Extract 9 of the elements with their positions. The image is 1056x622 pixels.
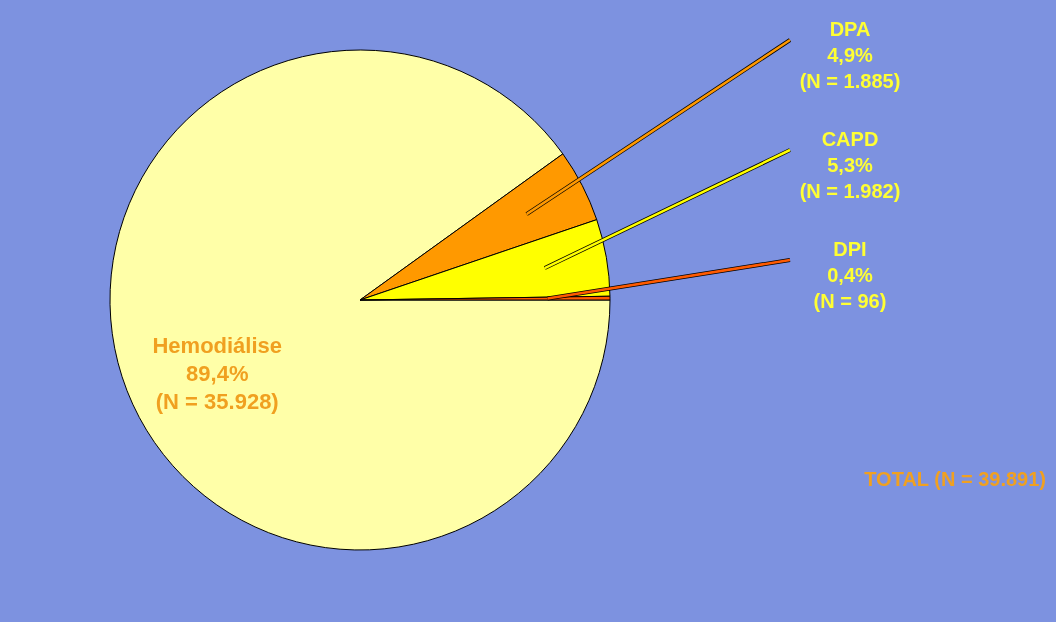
data-label: 5,3% (N = 1.982) xyxy=(799,154,901,202)
slice-label: DPI xyxy=(833,238,867,260)
text: TOTAL (N = 39.891) xyxy=(864,468,1046,490)
slice-label: DPA xyxy=(829,18,871,40)
slice-label: Hemodiálise xyxy=(152,333,283,359)
slice-label: CAPD xyxy=(821,128,879,150)
data-label: 0,4% (N = 96) xyxy=(813,264,887,312)
data-label: 4,9% (N = 1.885) xyxy=(799,44,901,92)
data-label: 89,4% (N = 35.928) xyxy=(155,361,279,415)
